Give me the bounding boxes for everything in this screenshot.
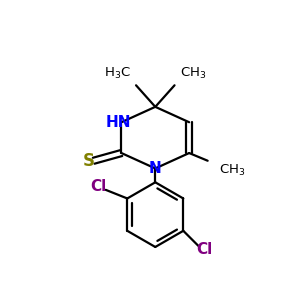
Text: Cl: Cl xyxy=(196,242,213,257)
Text: Cl: Cl xyxy=(90,179,106,194)
Text: HN: HN xyxy=(106,115,131,130)
Text: H$_3$C: H$_3$C xyxy=(104,65,131,80)
Text: CH$_3$: CH$_3$ xyxy=(219,162,245,178)
Text: N: N xyxy=(149,161,162,176)
Text: S: S xyxy=(83,152,95,170)
Text: CH$_3$: CH$_3$ xyxy=(180,65,206,80)
